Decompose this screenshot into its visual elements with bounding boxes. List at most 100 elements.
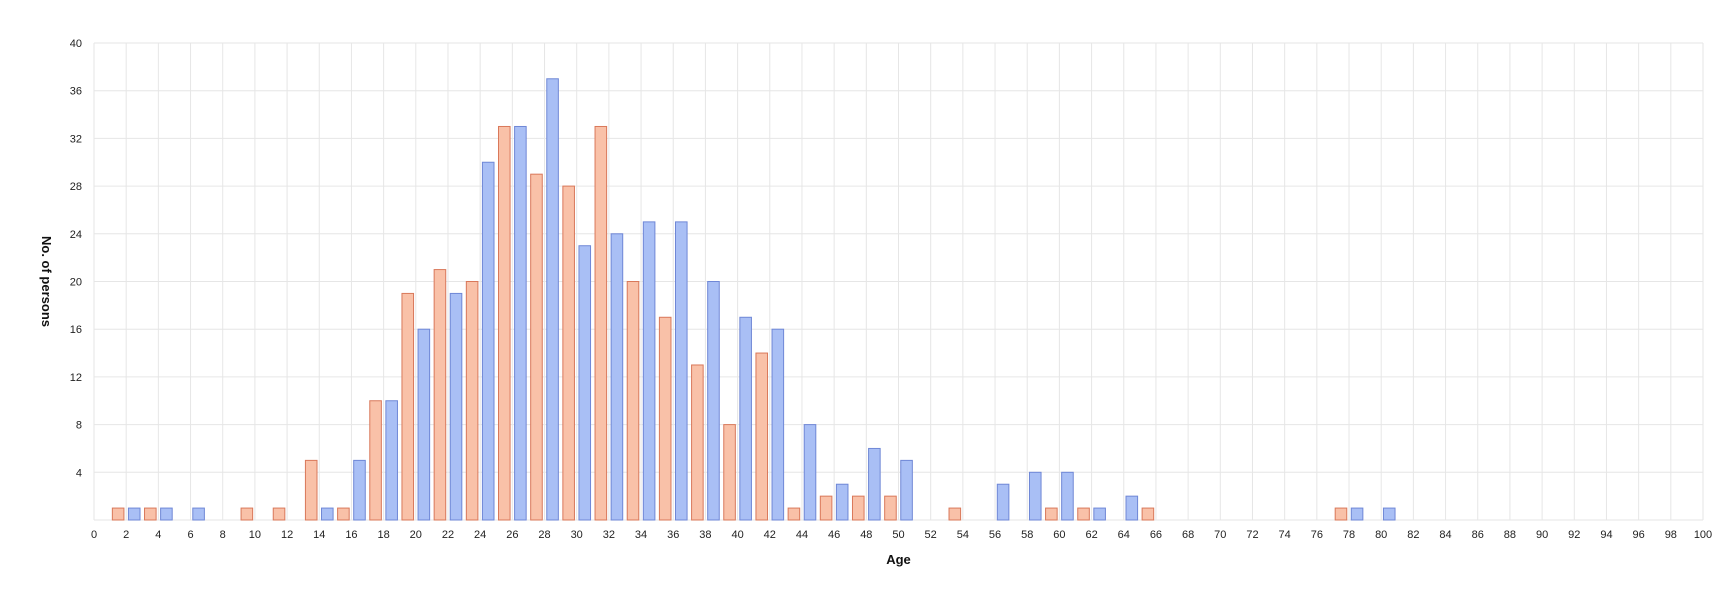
x-tick-label: 58 [1021, 529, 1033, 541]
x-tick-label: 86 [1472, 529, 1484, 541]
bar-series-2 [337, 507, 350, 521]
bar-series-2 [562, 185, 575, 521]
x-tick-label: 28 [538, 529, 550, 541]
x-tick-label: 90 [1536, 529, 1548, 541]
x-tick-label: 10 [249, 529, 261, 541]
bar-series-2 [401, 292, 415, 521]
bar-series-2 [787, 507, 801, 521]
bar-series-1 [514, 125, 527, 521]
y-axis-title: No. of persons [39, 236, 54, 327]
y-tick-label: 16 [70, 324, 82, 336]
bar-series-1 [674, 221, 688, 521]
x-tick-label: 84 [1439, 529, 1451, 541]
bar-series-2 [1141, 507, 1155, 521]
bar-series-2 [111, 507, 125, 521]
grid-lines [93, 42, 1704, 521]
x-tick-label: 0 [91, 529, 97, 541]
x-tick-label: 4 [155, 529, 161, 541]
x-tick-label: 8 [220, 529, 226, 541]
bar-series-1 [771, 328, 785, 521]
x-tick-label: 54 [957, 529, 969, 541]
x-tick-label: 92 [1568, 529, 1580, 541]
bar-series-2 [240, 507, 254, 521]
bar-series-1 [1125, 495, 1139, 521]
x-tick-label: 52 [925, 529, 937, 541]
x-tick-label: 100 [1694, 529, 1712, 541]
bar-series-1 [353, 459, 366, 521]
y-tick-label: 24 [70, 229, 82, 241]
x-tick-label: 6 [187, 529, 193, 541]
x-tick-label: 20 [410, 529, 422, 541]
x-tick-label: 96 [1633, 529, 1645, 541]
bar-series-1 [321, 507, 334, 521]
bar-series-1 [1382, 507, 1396, 521]
bar-series-2 [819, 495, 833, 521]
bar-series-2 [1334, 507, 1348, 521]
bar-series-1 [546, 78, 559, 521]
bar-series-2 [1077, 507, 1090, 521]
bar-series-2 [594, 125, 608, 521]
y-tick-label: 28 [70, 181, 82, 193]
y-tick-label: 32 [70, 133, 82, 145]
bar-series-2 [144, 507, 157, 521]
x-tick-label: 22 [442, 529, 454, 541]
bar-series-2 [658, 316, 672, 521]
x-tick-label: 78 [1343, 529, 1355, 541]
bar-series-2 [272, 507, 286, 521]
x-axis-title: Age [886, 552, 911, 567]
bar-series-2 [498, 125, 511, 521]
y-tick-labels: 4 8 12 16 20 24 28 32 36 40 [70, 38, 82, 479]
y-tick-label: 36 [70, 86, 82, 98]
bar-series-2 [433, 269, 447, 521]
x-tick-label: 88 [1504, 529, 1516, 541]
bar-series-2 [884, 495, 897, 521]
bar-series-1 [900, 459, 913, 521]
y-tick-label: 40 [70, 38, 82, 50]
x-tick-label: 76 [1311, 529, 1323, 541]
x-tick-label: 16 [345, 529, 357, 541]
x-tick-label: 72 [1246, 529, 1258, 541]
x-tick-label: 82 [1407, 529, 1419, 541]
x-tick-label: 48 [860, 529, 872, 541]
bars [111, 78, 1396, 521]
bar-series-2 [1045, 507, 1058, 521]
bar-series-2 [626, 281, 640, 521]
bar-series-1 [642, 221, 656, 521]
x-tick-label: 66 [1150, 529, 1162, 541]
x-tick-label: 24 [474, 529, 486, 541]
bar-series-2 [530, 173, 543, 521]
x-tick-label: 70 [1214, 529, 1226, 541]
y-tick-label: 8 [76, 420, 82, 432]
x-tick-label: 64 [1118, 529, 1130, 541]
bar-series-1 [160, 507, 173, 521]
bar-series-2 [851, 495, 865, 521]
y-tick-label: 4 [76, 467, 82, 479]
x-tick-labels: 0 2 4 6 8 10 12 14 16 18 20 22 24 26 28 30 32 34 36 38 40 42 4… [91, 529, 1712, 541]
bar-series-1 [707, 281, 720, 521]
x-tick-label: 44 [796, 529, 808, 541]
bar-series-1 [127, 507, 141, 521]
x-tick-label: 46 [828, 529, 840, 541]
x-tick-label: 40 [731, 529, 743, 541]
x-tick-label: 14 [313, 529, 325, 541]
x-tick-label: 60 [1053, 529, 1065, 541]
x-tick-label: 26 [506, 529, 518, 541]
bar-series-1 [417, 328, 431, 521]
bar-series-1 [385, 400, 398, 521]
x-tick-label: 36 [667, 529, 679, 541]
x-tick-label: 80 [1375, 529, 1387, 541]
x-tick-label: 56 [989, 529, 1001, 541]
bar-series-2 [755, 352, 769, 521]
bar-series-1 [868, 447, 881, 521]
x-tick-label: 2 [123, 529, 129, 541]
bar-series-1 [739, 316, 752, 521]
x-tick-label: 12 [281, 529, 293, 541]
x-tick-label: 34 [635, 529, 647, 541]
x-tick-label: 68 [1182, 529, 1194, 541]
x-tick-label: 30 [571, 529, 583, 541]
bar-series-1 [1350, 507, 1364, 521]
bar-series-2 [369, 400, 382, 521]
bar-series-1 [803, 424, 817, 521]
bar-series-1 [996, 483, 1010, 521]
